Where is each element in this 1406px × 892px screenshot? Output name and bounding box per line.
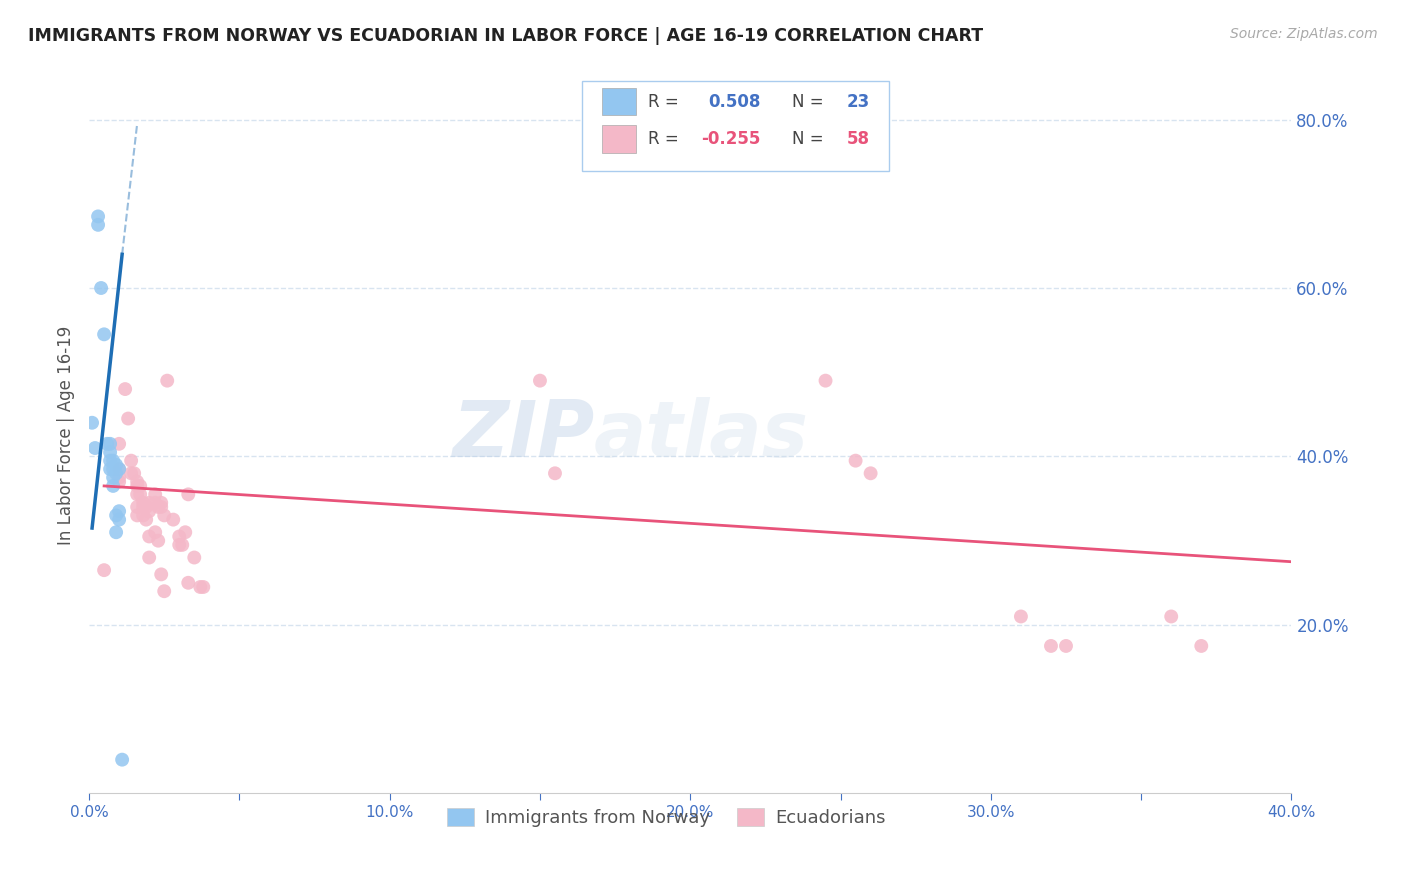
Point (150, 496, 173, 510)
Text: Source: ZipAtlas.com: Source: ZipAtlas.com (1230, 27, 1378, 41)
Point (96, 437, 118, 451)
Point (162, 513, 184, 527)
Point (143, 496, 166, 510)
Text: IMMIGRANTS FROM NORWAY VS ECUADORIAN IN LABOR FORCE | AGE 16-19 CORRELATION CHAR: IMMIGRANTS FROM NORWAY VS ECUADORIAN IN … (28, 27, 983, 45)
Point (1010, 609, 1032, 624)
Point (1039, 639, 1062, 653)
Point (544, 467, 567, 481)
Point (101, 470, 124, 484)
Point (138, 504, 160, 518)
Point (101, 453, 124, 467)
Point (167, 538, 190, 552)
Legend: Immigrants from Norway, Ecuadorians: Immigrants from Norway, Ecuadorians (440, 801, 893, 834)
Point (84, 441, 107, 455)
Point (132, 500, 155, 514)
Point (108, 462, 131, 476)
Point (1054, 639, 1077, 653)
Point (108, 475, 131, 489)
Point (177, 575, 200, 590)
Point (188, 580, 211, 594)
Point (93, 327, 115, 342)
Point (529, 374, 551, 388)
Point (87, 210, 110, 224)
FancyBboxPatch shape (582, 81, 889, 170)
Text: atlas: atlas (595, 398, 808, 474)
Point (150, 500, 173, 514)
Text: R =: R = (648, 93, 679, 111)
Point (114, 382, 136, 396)
Point (80, 416, 103, 430)
Point (153, 584, 176, 599)
Point (101, 462, 124, 476)
Point (1189, 639, 1212, 653)
Point (143, 487, 166, 501)
FancyBboxPatch shape (603, 126, 636, 153)
Point (120, 453, 142, 467)
Point (1160, 609, 1182, 624)
Point (132, 508, 155, 523)
Point (105, 508, 128, 523)
FancyBboxPatch shape (603, 88, 636, 115)
Point (101, 479, 124, 493)
Point (138, 496, 160, 510)
Point (127, 508, 149, 523)
Point (177, 487, 200, 501)
Point (814, 374, 837, 388)
Point (845, 453, 868, 467)
Point (108, 437, 131, 451)
Text: 58: 58 (846, 130, 869, 148)
Text: N =: N = (793, 93, 824, 111)
Point (135, 513, 157, 527)
Text: N =: N = (793, 130, 824, 148)
Point (129, 479, 152, 493)
Point (135, 500, 157, 514)
Point (138, 529, 160, 543)
Y-axis label: In Labor Force | Age 16-19: In Labor Force | Age 16-19 (58, 326, 75, 545)
Point (122, 467, 145, 481)
Point (98, 437, 121, 451)
Text: -0.255: -0.255 (702, 130, 761, 148)
Point (174, 525, 197, 540)
Text: R =: R = (648, 130, 679, 148)
Point (108, 504, 131, 518)
Point (98, 453, 121, 467)
Point (111, 753, 134, 767)
Point (167, 529, 190, 543)
Text: 23: 23 (846, 93, 870, 111)
Point (108, 470, 131, 484)
Point (143, 525, 166, 540)
Point (138, 550, 160, 565)
Point (153, 508, 176, 523)
Point (148, 533, 170, 548)
Point (105, 458, 128, 472)
Point (98, 462, 121, 476)
Point (156, 374, 179, 388)
Point (127, 487, 149, 501)
Point (127, 500, 149, 514)
Point (87, 218, 110, 232)
Point (129, 487, 152, 501)
Point (193, 580, 215, 594)
Text: ZIP: ZIP (451, 398, 595, 474)
Point (108, 462, 131, 476)
Point (120, 467, 142, 481)
Point (183, 550, 205, 565)
Point (127, 475, 149, 489)
Point (105, 467, 128, 481)
Point (98, 445, 121, 459)
Point (859, 467, 882, 481)
Point (127, 479, 149, 493)
Point (93, 563, 115, 577)
Point (172, 538, 194, 552)
Point (108, 513, 131, 527)
Text: 0.508: 0.508 (709, 93, 761, 111)
Point (117, 411, 139, 425)
Point (148, 500, 170, 514)
Point (105, 525, 128, 540)
Point (150, 567, 173, 582)
Point (90, 281, 112, 295)
Point (132, 496, 155, 510)
